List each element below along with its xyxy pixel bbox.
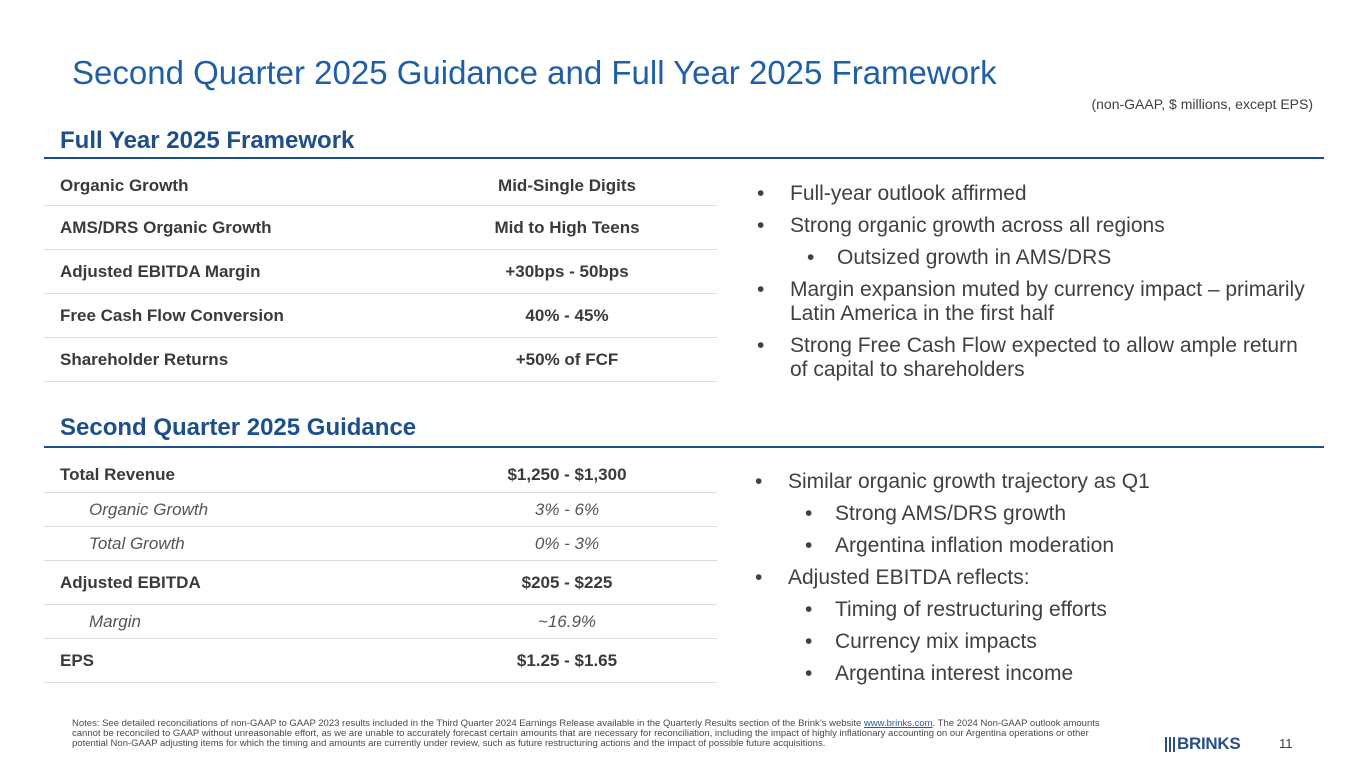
bullet-item: Argentina interest income <box>805 662 1315 686</box>
notes-text-continued: . The 2024 Non-GAAP outlook amounts cann… <box>72 718 1100 749</box>
bullet-item: Full-year outlook affirmed <box>757 182 1317 206</box>
row-label: AMS/DRS Organic Growth <box>60 217 272 237</box>
guidance-divider <box>44 446 1324 448</box>
row-value: ~16.9% <box>537 611 597 631</box>
brinks-website-link[interactable]: www.brinks.com <box>863 718 933 729</box>
row-value: Mid to High Teens <box>494 217 640 237</box>
logo-wordmark: BRINKS <box>1177 734 1241 753</box>
bullet-item: Strong Free Cash Flow expected to allow … <box>757 334 1317 382</box>
row-label: Total Growth <box>89 533 185 553</box>
logo-bars-icon <box>1165 736 1175 752</box>
row-label: Total Revenue <box>60 464 175 484</box>
row-value: +50% of FCF <box>515 349 619 369</box>
bullet-item: Adjusted EBITDA reflects: <box>755 566 1315 590</box>
brinks-logo: BRINKS <box>1165 734 1261 753</box>
row-label: EPS <box>60 650 95 670</box>
page-title: Second Quarter 2025 Guidance and Full Ye… <box>72 54 997 91</box>
row-value: +30bps - 50bps <box>505 261 629 281</box>
row-value: $1.25 - $1.65 <box>516 650 618 670</box>
row-value: $205 - $225 <box>521 572 613 592</box>
row-label: Shareholder Returns <box>60 349 229 369</box>
row-value: 3% - 6% <box>534 499 600 519</box>
bullet-item: Strong AMS/DRS growth <box>805 502 1315 526</box>
row-value: Mid-Single Digits <box>498 175 636 195</box>
table-row: Total Growth 0% - 3% <box>44 527 717 561</box>
guidance-bullets: Similar organic growth trajectory as Q1 … <box>755 470 1315 694</box>
table-row: Total Revenue $1,250 - $1,300 <box>44 457 717 493</box>
bullet-item: Argentina inflation moderation <box>805 534 1315 558</box>
table-row: Organic Growth Mid-Single Digits <box>44 166 717 206</box>
framework-table: Organic Growth Mid-Single Digits AMS/DRS… <box>44 166 717 382</box>
table-row: Adjusted EBITDA Margin +30bps - 50bps <box>44 250 717 294</box>
row-label: Organic Growth <box>89 499 209 519</box>
table-row: EPS $1.25 - $1.65 <box>44 639 717 683</box>
row-label: Margin <box>89 611 141 631</box>
framework-bullets: Full-year outlook affirmed Strong organi… <box>757 182 1317 390</box>
guidance-table: Total Revenue $1,250 - $1,300 Organic Gr… <box>44 457 717 683</box>
units-note: (non-GAAP, $ millions, except EPS) <box>1091 96 1313 112</box>
footnotes: Notes: See detailed reconciliations of n… <box>72 719 1112 749</box>
bullet-item: Outsized growth in AMS/DRS <box>807 246 1317 270</box>
bullet-item: Strong organic growth across all regions <box>757 214 1317 238</box>
notes-text: Notes: See detailed reconciliations of n… <box>72 718 864 729</box>
table-row: AMS/DRS Organic Growth Mid to High Teens <box>44 206 717 250</box>
table-row: Free Cash Flow Conversion 40% - 45% <box>44 294 717 338</box>
framework-heading: Full Year 2025 Framework <box>60 127 355 154</box>
row-value: 40% - 45% <box>525 305 609 325</box>
table-row: Organic Growth 3% - 6% <box>44 493 717 527</box>
page-number: 11 <box>1279 736 1293 751</box>
bullet-item: Margin expansion muted by currency impac… <box>757 278 1317 326</box>
bullet-item: Currency mix impacts <box>805 630 1315 654</box>
table-row: Shareholder Returns +50% of FCF <box>44 338 717 382</box>
row-label: Adjusted EBITDA <box>60 572 201 592</box>
framework-divider <box>44 157 1324 159</box>
row-label: Organic Growth <box>60 175 189 195</box>
guidance-heading: Second Quarter 2025 Guidance <box>60 414 417 441</box>
bullet-item: Timing of restructuring efforts <box>805 598 1315 622</box>
row-value: 0% - 3% <box>534 533 600 553</box>
row-value: $1,250 - $1,300 <box>507 464 627 484</box>
table-row: Adjusted EBITDA $205 - $225 <box>44 561 717 605</box>
table-row: Margin ~16.9% <box>44 605 717 639</box>
row-label: Adjusted EBITDA Margin <box>60 261 261 281</box>
row-label: Free Cash Flow Conversion <box>60 305 284 325</box>
bullet-item: Similar organic growth trajectory as Q1 <box>755 470 1315 494</box>
